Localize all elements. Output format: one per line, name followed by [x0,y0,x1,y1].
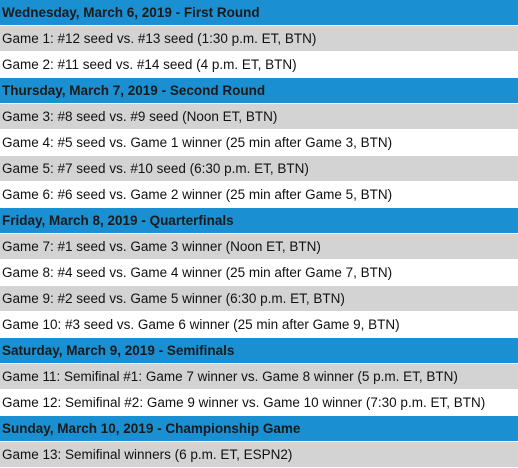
game-row: Game 3: #8 seed vs. #9 seed (Noon ET, BT… [0,104,518,130]
game-row: Game 13: Semifinal winners (6 p.m. ET, E… [0,442,518,468]
game-row: Game 12: Semifinal #2: Game 9 winner vs.… [0,390,518,416]
game-row: Game 1: #12 seed vs. #13 seed (1:30 p.m.… [0,26,518,52]
section-header-semifinals: Saturday, March 9, 2019 - Semifinals [0,338,518,364]
game-row: Game 5: #7 seed vs. #10 seed (6:30 p.m. … [0,156,518,182]
game-row: Game 4: #5 seed vs. Game 1 winner (25 mi… [0,130,518,156]
game-row: Game 10: #3 seed vs. Game 6 winner (25 m… [0,312,518,338]
game-row: Game 11: Semifinal #1: Game 7 winner vs.… [0,364,518,390]
section-header-championship: Sunday, March 10, 2019 - Championship Ga… [0,416,518,442]
game-row: Game 6: #6 seed vs. Game 2 winner (25 mi… [0,182,518,208]
game-row: Game 2: #11 seed vs. #14 seed (4 p.m. ET… [0,52,518,78]
section-header-first-round: Wednesday, March 6, 2019 - First Round [0,0,518,26]
section-header-second-round: Thursday, March 7, 2019 - Second Round [0,78,518,104]
game-row: Game 7: #1 seed vs. Game 3 winner (Noon … [0,234,518,260]
game-row: Game 9: #2 seed vs. Game 5 winner (6:30 … [0,286,518,312]
game-row: Game 8: #4 seed vs. Game 4 winner (25 mi… [0,260,518,286]
section-header-quarterfinals: Friday, March 8, 2019 - Quarterfinals [0,208,518,234]
